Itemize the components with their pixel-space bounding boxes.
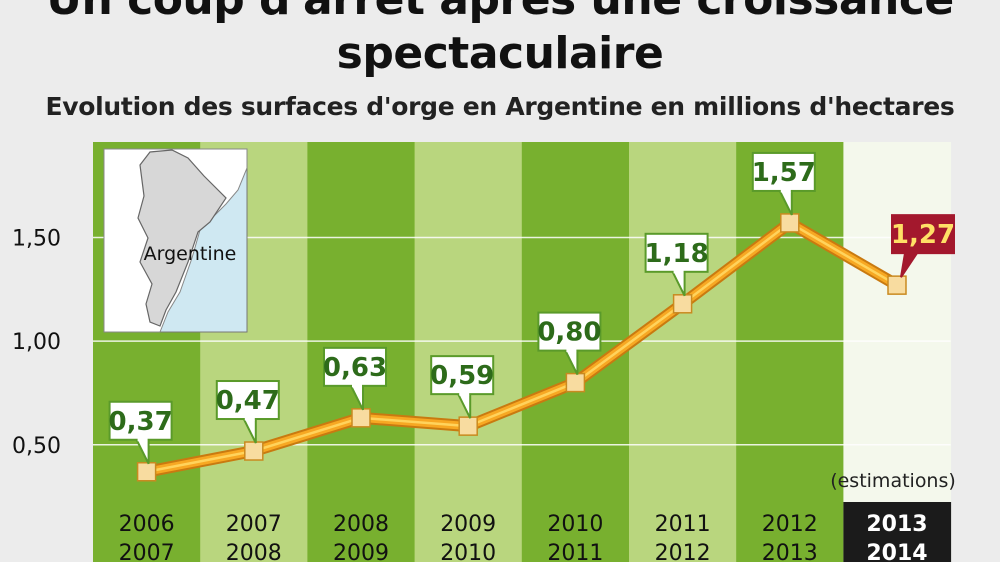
- estimate-footer: [843, 502, 952, 562]
- x-tick-label: 2014: [866, 541, 927, 562]
- data-point-7: [887, 275, 907, 295]
- data-point-5: [672, 294, 693, 314]
- x-tick-label: 2006: [119, 512, 175, 537]
- x-tick-label: 2007: [119, 541, 175, 562]
- band-7: [843, 142, 952, 562]
- series-line-highlight: [146, 221, 898, 473]
- data-label-4: 0,80: [537, 318, 601, 348]
- data-point-1: [244, 441, 264, 461]
- x-tick-label: 2009: [440, 512, 496, 537]
- x-tick-label: 2008: [333, 512, 389, 537]
- chart-title-line1: Un coup d'arrêt après une croissance: [0, 0, 1000, 26]
- data-label-box-7: [891, 214, 955, 255]
- data-point-6: [780, 213, 800, 233]
- x-tick-label: 2010: [440, 541, 496, 562]
- y-axis: 0,50 1,00 1,50: [12, 226, 61, 458]
- x-axis: 2006 2007 2007 2008 2008 2009 2009 2010 2010 2011…: [119, 512, 928, 562]
- x-tick-label: 2007: [226, 512, 282, 537]
- chart-title-line2: spectaculaire: [336, 28, 664, 79]
- x-tick-label: 2009: [333, 541, 389, 562]
- x-tick-label: 2010: [547, 512, 603, 537]
- series-line: [136, 213, 907, 482]
- x-tick-label: 2008: [226, 541, 282, 562]
- x-tick-label: 2012: [762, 512, 818, 537]
- data-label-box-5: [644, 232, 709, 273]
- data-point-4: [565, 372, 586, 393]
- band-3: [414, 142, 523, 562]
- y-tick-label: 0,50: [12, 434, 61, 459]
- x-tick-label: 2011: [547, 541, 603, 562]
- estimate-note: (estimations): [830, 470, 956, 492]
- data-point-2: [351, 408, 371, 428]
- y-tick-label: 1,00: [12, 330, 61, 355]
- y-tick-label: 1,50: [12, 226, 61, 251]
- data-label-3: 0,59: [430, 361, 494, 391]
- data-label-0: 0,37: [109, 407, 173, 437]
- data-label-5: 1,18: [645, 239, 709, 269]
- data-label-7: 1,27: [891, 220, 955, 250]
- chart-subtitle: Evolution des surfaces d'orge en Argenti…: [45, 92, 955, 121]
- data-point-0: [136, 462, 157, 482]
- argentina-map-inset: Argentine: [103, 148, 248, 333]
- data-label-2: 0,63: [323, 353, 387, 383]
- x-tick-label: 2012: [655, 541, 711, 562]
- x-tick-label: 2013: [866, 512, 927, 537]
- x-tick-label: 2013: [762, 541, 818, 562]
- data-point-3: [458, 416, 478, 436]
- data-label-1: 0,47: [216, 386, 280, 416]
- band-5: [629, 142, 737, 562]
- x-tick-label: 2011: [655, 512, 711, 537]
- data-label-6: 1,57: [752, 158, 816, 188]
- data-labels: 0,37 0,47 0,63 0,59 0,80 1,18 1,57 1,27: [109, 151, 955, 465]
- map-label: Argentine: [144, 243, 237, 265]
